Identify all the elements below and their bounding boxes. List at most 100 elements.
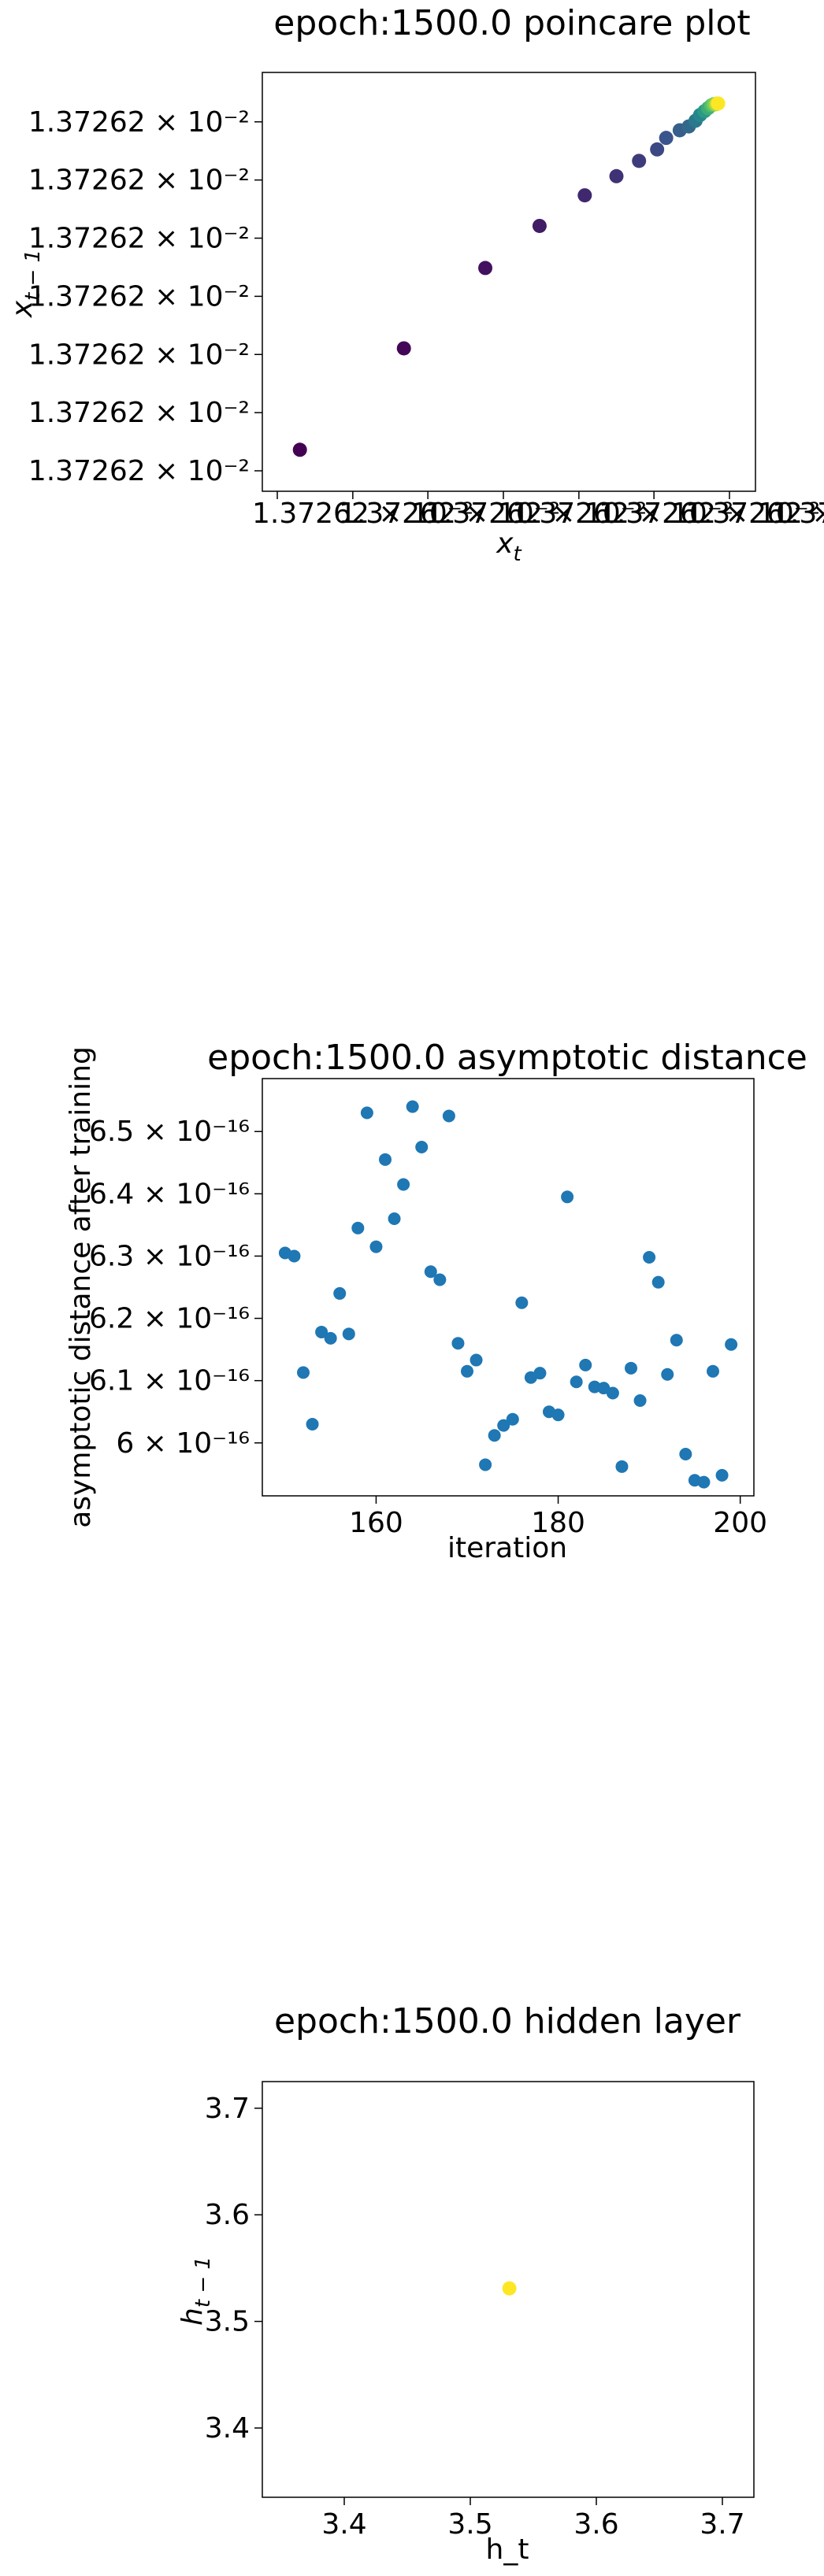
scatter-point [707, 1364, 719, 1378]
y-tick-label: 6 × 10⁻¹⁶ [116, 1427, 250, 1460]
x-tick-label: 1.37262 × 10⁻² [512, 498, 733, 530]
scatter-point [570, 1375, 583, 1389]
scatter-point [679, 1448, 692, 1460]
scatter-point [615, 1460, 629, 1473]
scatter-point [497, 1419, 510, 1432]
y-tick-label: 6.2 × 10⁻¹⁶ [89, 1303, 250, 1335]
scatter-point [406, 1100, 419, 1113]
scatter-point [633, 1393, 647, 1407]
x-tick-label: 3.4 [321, 2508, 366, 2541]
x-tick-label: 180 [531, 1507, 585, 1539]
asymptotic-chart: epoch:1500.0 asymptotic distance 6 × 10⁻… [65, 1038, 807, 1564]
y-tick-label: 1.37262 × 10⁻² [28, 455, 250, 487]
scatter-point [379, 1153, 392, 1166]
x-tick-label: 3.7 [700, 2508, 744, 2541]
scatter-point [297, 1366, 310, 1379]
plot-frame [262, 1078, 755, 1497]
scatter-point [506, 1412, 519, 1426]
x-axis-label: iteration [447, 1532, 567, 1564]
y-tick-label: 1.37262 × 10⁻² [28, 165, 250, 197]
scatter-point [697, 1475, 711, 1489]
y-tick-label: 3.4 [205, 2412, 250, 2445]
y-tick-labels: 6 × 10⁻¹⁶ 6.1 × 10⁻¹⁶ 6.2 × 10⁻¹⁶ 6.3 × 10⁻… [89, 1116, 262, 1460]
scatter-point [661, 1368, 674, 1381]
x-axis-label: h_t [486, 2533, 529, 2566]
y-tick-labels: 1.37262 × 10⁻² 1.37262 × 10⁻² 1.37262 × 10… [28, 106, 262, 487]
x-tick-label: 3.5 [447, 2508, 492, 2541]
scatter-point [306, 1418, 319, 1431]
scatter-point [324, 1331, 337, 1345]
scatter-point [388, 1212, 401, 1225]
scatter-point [532, 218, 547, 233]
poincare-chart: epoch:1500.0 poincare plot 1.37262 × 10⁻… [6, 3, 824, 566]
scatter-point [478, 261, 493, 276]
scatter-point [351, 1221, 365, 1234]
plot-frame [262, 72, 756, 492]
scatter-point [315, 1325, 328, 1338]
x-tick-label: 1.37262 × 10⁻² [252, 498, 473, 530]
scatter-point [577, 188, 592, 203]
scatter-point [470, 1353, 483, 1367]
x-tick-label: 200 [713, 1507, 767, 1539]
x-tick-label: 1.37262 × 10⁻² [772, 498, 824, 530]
chart-title: epoch:1500.0 poincare plot [273, 3, 750, 43]
scatter-point [715, 1468, 729, 1482]
scatter-point [442, 1109, 455, 1123]
y-tick-label: 1.37262 × 10⁻² [28, 223, 250, 255]
scatter-point [725, 1338, 738, 1351]
y-tick-label: 6.5 × 10⁻¹⁶ [89, 1116, 250, 1148]
scatter-point [551, 1408, 565, 1422]
scatter-point [433, 1273, 447, 1286]
scatter-point [533, 1367, 547, 1380]
y-tick-label: 1.37262 × 10⁻² [28, 280, 250, 313]
x-tick-label: 1.37262 × 10⁻² [425, 498, 647, 530]
scatter-point [579, 1358, 592, 1371]
scatter-point [609, 168, 624, 183]
x-tick-label: 160 [349, 1507, 403, 1539]
x-tick-label: 1.37262 × 10⁻² [339, 498, 560, 530]
y-tick-label: 6.4 × 10⁻¹⁶ [89, 1178, 250, 1210]
scatter-point [415, 1141, 429, 1154]
scatter-points [502, 2281, 517, 2296]
x-tick-label: 1.37262 × 10⁻² [685, 498, 824, 530]
scatter-point [659, 131, 674, 146]
y-tick-label: 3.5 [205, 2306, 250, 2338]
y-tick-label: 3.6 [205, 2199, 250, 2231]
scatter-point [451, 1337, 465, 1350]
scatter-point [643, 1251, 656, 1264]
poincare-panel: epoch:1500.0 poincare plot 1.37262 × 10⁻… [0, 0, 824, 567]
scatter-point [424, 1265, 437, 1279]
scatter-points [278, 1100, 738, 1489]
y-tick-label: 6.3 × 10⁻¹⁶ [89, 1240, 250, 1272]
scatter-point [488, 1429, 501, 1442]
scatter-points [292, 96, 726, 457]
x-tick-labels: 1.37262 × 10⁻²1.37262 × 10⁻²1.37262 × 10… [252, 491, 824, 530]
scatter-point [650, 142, 665, 157]
scatter-point [625, 1361, 637, 1375]
scatter-point [479, 1458, 492, 1471]
scatter-point [342, 1327, 355, 1341]
scatter-point [606, 1386, 619, 1400]
y-tick-labels: 3.4 3.5 3.6 3.7 [205, 2093, 262, 2445]
y-tick-label: 1.37262 × 10⁻² [28, 339, 250, 371]
hidden-layer-chart: epoch:1500.0 hidden layer 3.4 3.5 3.6 3.7 3… [176, 2001, 755, 2566]
hidden-layer-panel: epoch:1500.0 hidden layer 3.4 3.5 3.6 3.7 3… [0, 2000, 824, 2573]
plot-frame [262, 2081, 755, 2498]
y-axis-label-wrap: asymptotic distance after training [65, 1046, 97, 1528]
y-tick-label: 1.37262 × 10⁻² [28, 397, 250, 429]
y-tick-label: 1.37262 × 10⁻² [28, 106, 250, 139]
asymptotic-panel: epoch:1500.0 asymptotic distance 6 × 10⁻… [0, 1023, 824, 1606]
scatter-point [396, 341, 411, 356]
scatter-point [288, 1249, 301, 1263]
scatter-point [561, 1190, 574, 1204]
scatter-point [515, 1296, 529, 1309]
scatter-point [651, 1275, 665, 1289]
scatter-point [369, 1240, 383, 1253]
y-tick-label: 3.7 [205, 2093, 250, 2125]
scatter-point [461, 1364, 473, 1378]
scatter-point [632, 154, 647, 168]
x-tick-labels: 160 180 200 [349, 1496, 767, 1539]
scatter-point [670, 1334, 683, 1347]
chart-title: epoch:1500.0 hidden layer [274, 2001, 741, 2041]
y-tick-label: 6.1 × 10⁻¹⁶ [89, 1365, 250, 1397]
